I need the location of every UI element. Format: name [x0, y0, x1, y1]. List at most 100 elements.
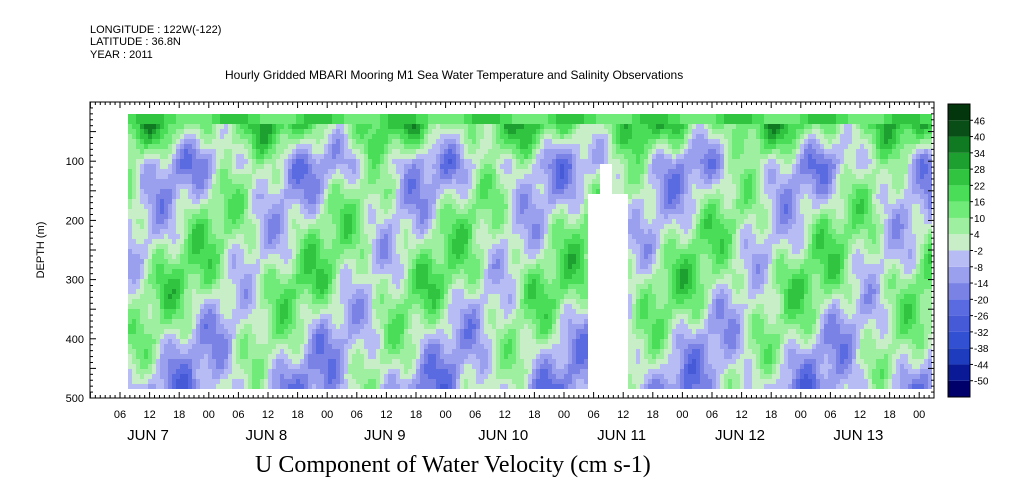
heatmap-cell	[212, 334, 216, 339]
heatmap-cell	[324, 249, 328, 254]
heatmap-cell	[332, 229, 336, 234]
heatmap-cell	[132, 239, 136, 244]
heatmap-cell	[232, 199, 236, 204]
heatmap-cell	[400, 124, 404, 129]
heatmap-cell	[248, 374, 252, 379]
heatmap-cell	[156, 159, 160, 164]
heatmap-cell	[484, 329, 488, 334]
heatmap-cell	[356, 329, 360, 334]
heatmap-cell	[276, 154, 280, 159]
heatmap-cell	[132, 299, 136, 304]
heatmap-cell	[236, 314, 240, 319]
heatmap-cell	[148, 129, 152, 134]
heatmap-cell	[472, 274, 476, 279]
heatmap-cell	[304, 344, 308, 349]
heatmap-cell	[312, 244, 316, 249]
heatmap-cell	[216, 134, 220, 139]
heatmap-cell	[408, 354, 412, 359]
heatmap-cell	[176, 174, 180, 179]
heatmap-cell	[228, 319, 232, 324]
heatmap-cell	[332, 369, 336, 374]
heatmap-cell	[304, 189, 308, 194]
heatmap-cell	[180, 339, 184, 344]
heatmap-cell	[460, 289, 464, 294]
heatmap-cell	[392, 154, 396, 159]
heatmap-cell	[184, 234, 188, 239]
heatmap-cell	[204, 249, 208, 254]
heatmap-cell	[484, 309, 488, 314]
heatmap-cell	[240, 159, 244, 164]
heatmap-cell	[340, 144, 344, 149]
heatmap-cell	[348, 309, 352, 314]
heatmap-cell	[324, 234, 328, 239]
heatmap-cell	[348, 384, 352, 389]
heatmap-cell	[440, 224, 444, 229]
heatmap-cell	[416, 279, 420, 284]
heatmap-cell	[472, 139, 476, 144]
heatmap-cell	[156, 149, 160, 154]
heatmap-cell	[204, 149, 208, 154]
heatmap-cell	[264, 319, 268, 324]
heatmap-cell	[316, 339, 320, 344]
heatmap-cell	[328, 364, 332, 369]
heatmap-cell	[168, 134, 172, 139]
heatmap-cell	[328, 139, 332, 144]
heatmap-cell	[236, 129, 240, 134]
heatmap-cell	[204, 344, 208, 349]
heatmap-cell	[208, 194, 212, 199]
heatmap-cell	[164, 229, 168, 234]
heatmap-cell	[328, 264, 332, 269]
heatmap-cell	[292, 224, 296, 229]
heatmap-cell	[292, 164, 296, 169]
heatmap-cell	[336, 224, 340, 229]
heatmap-cell	[136, 159, 140, 164]
heatmap-cell	[308, 169, 312, 174]
heatmap-cell	[204, 179, 208, 184]
heatmap-cell	[404, 269, 408, 274]
heatmap-cell	[164, 144, 168, 149]
heatmap-cell	[252, 134, 256, 139]
heatmap-cell	[184, 344, 188, 349]
heatmap-cell	[224, 154, 228, 159]
heatmap-cell	[164, 369, 168, 374]
heatmap-cell	[480, 364, 484, 369]
heatmap-cell	[300, 154, 304, 159]
heatmap-cell	[332, 219, 336, 224]
heatmap-cell	[332, 319, 336, 324]
heatmap-cell	[420, 319, 424, 324]
heatmap-cell	[316, 119, 320, 124]
heatmap-cell	[476, 334, 480, 339]
heatmap-cell	[216, 249, 220, 254]
heatmap-cell	[280, 139, 284, 144]
heatmap-cell	[244, 234, 248, 239]
heatmap-cell	[368, 359, 372, 364]
heatmap-cell	[176, 239, 180, 244]
heatmap-cell	[380, 154, 384, 159]
heatmap-cell	[228, 354, 232, 359]
heatmap-cell	[244, 229, 248, 234]
heatmap-cell	[292, 174, 296, 179]
heatmap-cell	[328, 169, 332, 174]
heatmap-cell	[340, 329, 344, 334]
heatmap-cell	[136, 149, 140, 154]
heatmap-cell	[424, 194, 428, 199]
heatmap-cell	[204, 144, 208, 149]
heatmap-cell	[292, 279, 296, 284]
heatmap-cell	[384, 384, 388, 389]
heatmap-cell	[324, 214, 328, 219]
heatmap-cell	[420, 289, 424, 294]
heatmap-cell	[192, 344, 196, 349]
heatmap-cell	[464, 329, 468, 334]
heatmap-cell	[432, 279, 436, 284]
heatmap-cell	[144, 264, 148, 269]
heatmap-cell	[344, 229, 348, 234]
heatmap-cell	[344, 214, 348, 219]
heatmap-cell	[352, 234, 356, 239]
heatmap-cell	[260, 149, 264, 154]
heatmap-cell	[484, 234, 488, 239]
heatmap-field	[128, 114, 932, 389]
heatmap-cell	[268, 159, 272, 164]
heatmap-cell	[476, 369, 480, 374]
heatmap-cell	[132, 369, 136, 374]
heatmap-cell	[140, 259, 144, 264]
